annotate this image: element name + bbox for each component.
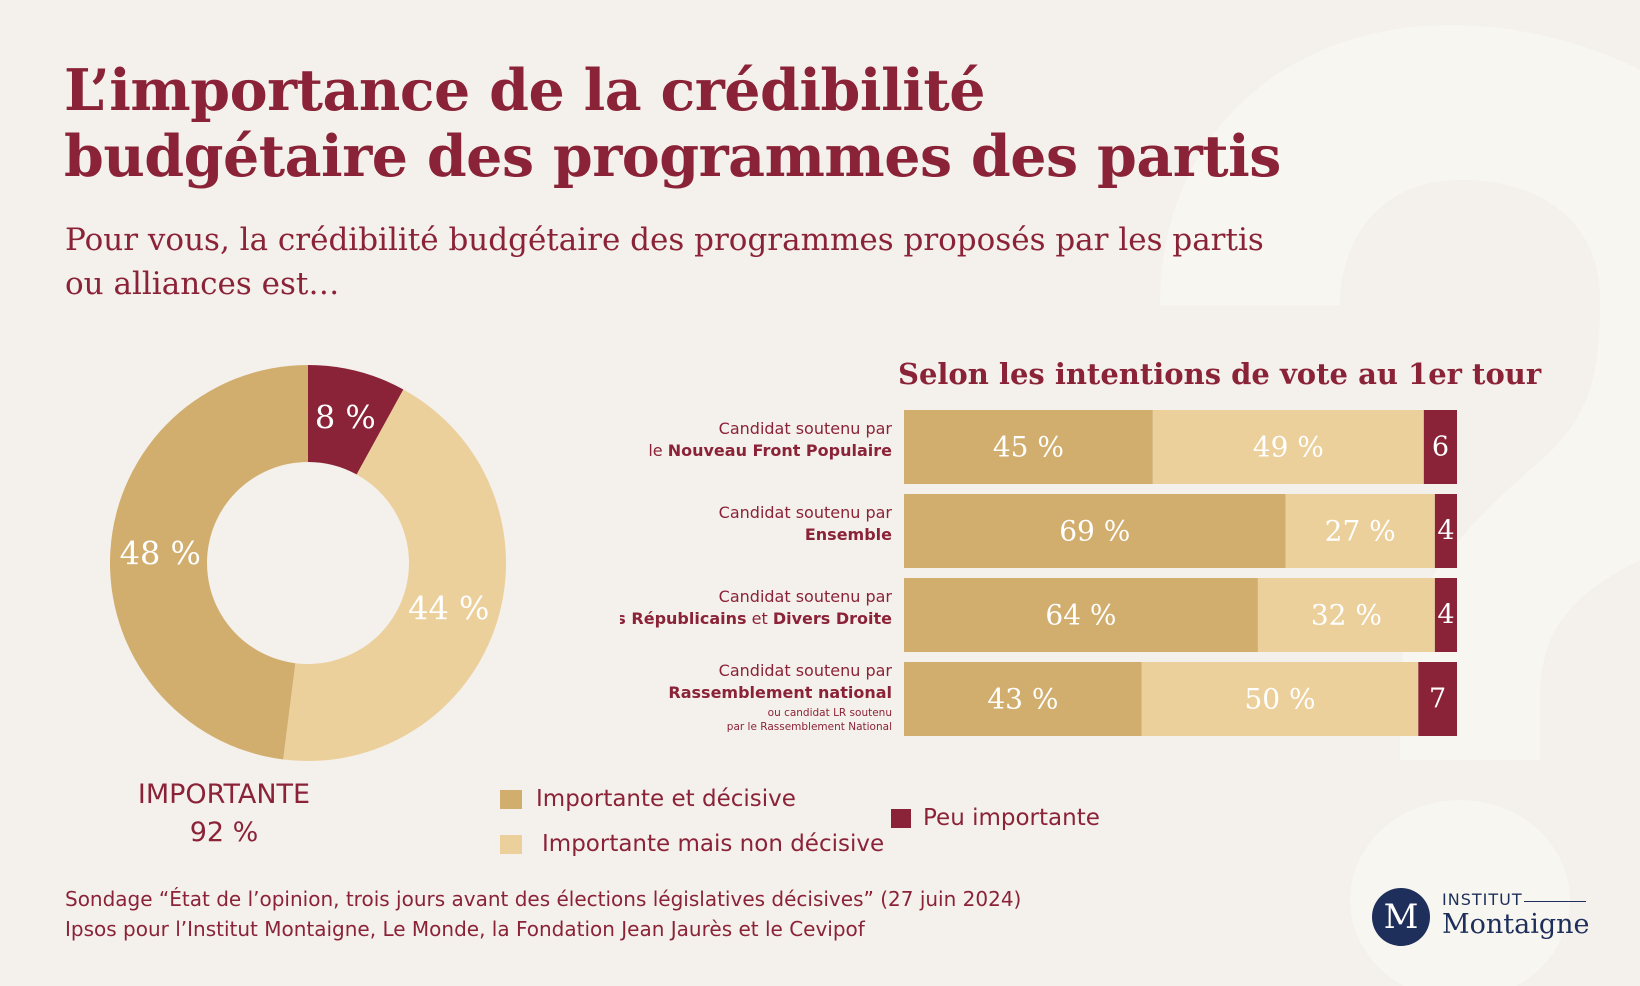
bar-category-note: ou candidat LR soutenu: [768, 707, 892, 719]
bar-category-line2: le Nouveau Front Populaire: [648, 441, 892, 460]
institut-montaigne-logo: M INSTITUT Montaigne: [1370, 887, 1590, 949]
logo-bottom-text: Montaigne: [1442, 909, 1590, 940]
bar-segment-importante-et-decisive: [904, 662, 1142, 736]
bar-category-label-4: Candidat soutenu par Rassemblement nation…: [668, 661, 892, 733]
bar-value-label-importante-et-decisive: 69 %: [1059, 515, 1130, 548]
source-line-2: Ipsos pour l’Institut Montaigne, Le Mond…: [65, 917, 865, 941]
donut-label-importante-mais-non-decisive: 44 %: [408, 590, 489, 628]
bar-chart-title: Selon les intentions de vote au 1er tour: [898, 357, 1542, 391]
bar-value-label-importante-mais-non-decisive: 27 %: [1325, 515, 1396, 548]
bar-value-label-peu-importante: 6: [1432, 432, 1449, 463]
bar-value-label-importante-et-decisive: 43 %: [987, 683, 1058, 716]
legend-label-peu-importante: Peu importante: [923, 805, 1100, 831]
bar-value-label-peu-importante: 4: [1437, 600, 1454, 631]
bar-category-line1: Candidat soutenu par: [719, 661, 893, 680]
logo-top-text: INSTITUT: [1442, 890, 1523, 909]
legend-swatch-peu-importante: [891, 808, 911, 828]
bar-value-label-peu-importante: 7: [1429, 684, 1446, 715]
title-line-1: L’importance de la crédibilité: [64, 57, 985, 124]
bar-segment-importante-et-decisive: [904, 578, 1258, 652]
bar-segment-importante-mais-non-decisive: [1141, 662, 1419, 736]
bar-category-line2: Rassemblement national: [668, 683, 892, 702]
legend-item-importante-decisive: Importante et décisive: [500, 786, 796, 812]
bar-segment-importante-mais-non-decisive: [1285, 494, 1435, 568]
bar-category-label-2: Candidat soutenu par Ensemble: [719, 503, 893, 544]
legend-item-importante-non-decisive: Importante mais non décisive: [500, 831, 884, 857]
bar-segment-peu-importante: [1434, 494, 1457, 568]
donut-label-importante-et-decisive: 48 %: [120, 535, 201, 573]
bar-category-label-3: Candidat soutenu par Les Républicains et …: [595, 587, 893, 628]
donut-slice-importante-mais-non-decisive: [283, 389, 507, 761]
bar-category-line2: Ensemble: [805, 525, 892, 544]
donut-summary-value: 92 %: [189, 817, 259, 848]
logo-divider: [1524, 901, 1586, 902]
legend-swatch-importante-non-decisive: [500, 834, 522, 854]
page-title: L’importance de la crédibilité budgétair…: [64, 58, 1281, 190]
bar-value-label-importante-et-decisive: 45 %: [993, 431, 1064, 464]
page-subtitle: Pour vous, la crédibilité budgétaire des…: [65, 222, 1264, 302]
donut-label-peu-importante: 8 %: [315, 399, 376, 437]
logo-mark: M: [1372, 888, 1430, 946]
stacked-bar-chart: Candidat soutenu par le Nouveau Front Pop…: [595, 410, 1457, 736]
bar-category-label-1: Candidat soutenu par le Nouveau Front Pop…: [648, 419, 892, 460]
legend-label-importante-decisive: Importante et décisive: [536, 786, 796, 812]
donut-summary: IMPORTANTE 92 %: [114, 776, 334, 852]
bar-value-label-importante-mais-non-decisive: 32 %: [1311, 599, 1382, 632]
source-footer: Sondage “État de l’opinion, trois jours …: [65, 884, 1021, 944]
bar-category-line1: Candidat soutenu par: [719, 587, 893, 606]
legend-swatch-importante-decisive: [500, 789, 522, 809]
donut-chart-container: 8 % 44 % 48 %: [95, 350, 525, 784]
source-line-1: Sondage “État de l’opinion, trois jours …: [65, 887, 1022, 911]
legend-label-importante-non-decisive: Importante mais non décisive: [542, 831, 885, 857]
donut-slice-importante-et-decisive: [109, 365, 308, 760]
bar-value-label-peu-importante: 4: [1437, 516, 1454, 547]
bar-segment-importante-mais-non-decisive: [1257, 578, 1435, 652]
bar-segment-importante-et-decisive: [904, 494, 1286, 568]
bar-segment-peu-importante: [1418, 662, 1457, 736]
donut-slice-peu-importante: [308, 365, 404, 475]
donut-chart: 8 % 44 % 48 %: [109, 365, 507, 761]
bar-segment-peu-importante: [1434, 578, 1457, 652]
bar-segment-importante-mais-non-decisive: [1152, 410, 1424, 484]
bar-category-line1: Candidat soutenu par: [719, 419, 893, 438]
legend-item-peu-importante: Peu importante: [891, 805, 1100, 831]
bar-chart-container: Candidat soutenu par le Nouveau Front Pop…: [595, 410, 1470, 754]
bar-category-line2: Les Républicains et Divers Droite: [620, 609, 892, 628]
bar-value-label-importante-et-decisive: 64 %: [1045, 599, 1116, 632]
bar-segment-importante-et-decisive: [904, 410, 1153, 484]
title-line-2: budgétaire des programmes des partis: [64, 123, 1281, 190]
bar-category-line1: Candidat soutenu par: [719, 503, 893, 522]
bar-value-label-importante-mais-non-decisive: 49 %: [1253, 431, 1324, 464]
bar-category-note: par le Rassemblement National: [727, 721, 892, 733]
donut-summary-label: IMPORTANTE: [137, 779, 311, 810]
bar-value-label-importante-mais-non-decisive: 50 %: [1244, 683, 1315, 716]
bar-segment-peu-importante: [1423, 410, 1457, 484]
